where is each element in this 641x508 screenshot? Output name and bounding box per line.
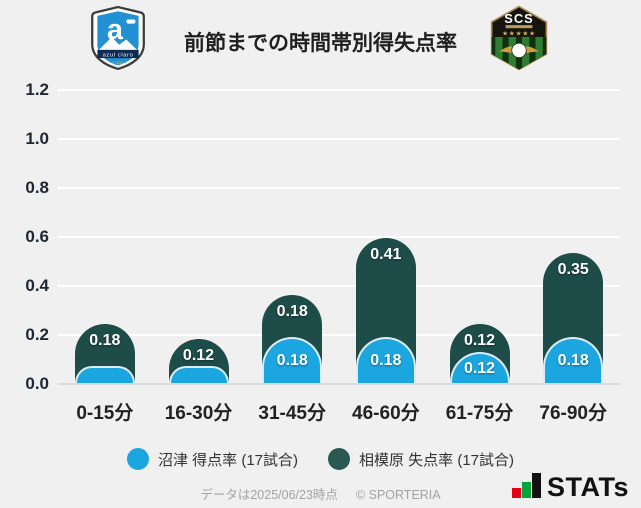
gridline-0.6 [58, 236, 620, 238]
score-rate-bar [168, 366, 229, 383]
numazu-crest-banner: azul claro [103, 52, 134, 58]
bar-column-31-45分: 0.18 0.18 [245, 89, 339, 383]
x-tick-label: 16-30分 [164, 403, 233, 424]
x-tick-label: 0-15分 [76, 403, 134, 424]
concede-rate-value: 0.41 [370, 246, 402, 263]
x-tick-label: 31-45分 [258, 403, 326, 424]
y-tick-label: 1.2 [25, 80, 49, 99]
chart-legend: 沼津 得点率 (17試合) 相模原 失点率 (17試合) [0, 448, 641, 470]
numazu-club-crest-icon: a azul claro 1990 [85, 5, 151, 71]
x-tick-label: 61-75分 [445, 403, 514, 424]
chart-title: 前節までの時間帯別得失点率 [184, 32, 457, 55]
y-tick-label: 0.2 [25, 325, 49, 344]
score-rate-bar: 0.18 [262, 337, 323, 383]
concede-rate-value: 0.12 [463, 332, 496, 349]
score-rate-bar [74, 366, 135, 383]
stats-barchart-icon [512, 473, 541, 499]
score-rate-value: 0.12 [463, 359, 496, 377]
legend-label: 相模原 失点率 (17試合) [359, 451, 515, 469]
plot-area: 1.2 1.0 0.8 0.6 0.4 0.2 0.0 0.18 0.12 0.18 0.18 0.4… [25, 80, 620, 393]
legend-label: 沼津 得点率 (17試合) [157, 451, 298, 469]
x-axis-labels: 0-15分 16-30分 31-45分 46-60分 61-75分 76-90分 [58, 398, 620, 425]
legend-item-sagamihara: 相模原 失点率 (17試合) [328, 448, 514, 470]
bar-column-0-15分: 0.18 [58, 89, 152, 383]
scs-crest-abbr: SCS [504, 11, 534, 26]
stats-logo: STATs [512, 472, 629, 503]
stats-brand-text: STATs [547, 472, 629, 503]
data-date-note: データは2025/06/23時点 [200, 488, 338, 502]
score-rate-value: 0.18 [557, 352, 589, 369]
numazu-crest-year: 1990 [112, 61, 124, 67]
score-rate-value: 0.18 [276, 352, 308, 369]
bar-column-76-90分: 0.35 0.18 [526, 89, 620, 383]
gridline-0.4 [58, 285, 620, 287]
gridline-1.2 [58, 89, 620, 91]
gridline-0.0 [58, 383, 620, 385]
copyright-text: © SPORTERIA [355, 488, 441, 502]
y-tick-label: 0.8 [25, 178, 49, 197]
gridline-0.8 [58, 187, 620, 189]
y-tick-label: 0.6 [25, 227, 49, 246]
x-tick-label: 46-60分 [352, 403, 420, 424]
concede-rate-value: 0.18 [89, 332, 121, 349]
legend-dot-icon [328, 448, 350, 470]
score-rate-bar: 0.18 [355, 337, 416, 383]
y-tick-label: 0.4 [25, 276, 49, 295]
legend-item-numazu: 沼津 得点率 (17試合) [126, 448, 298, 470]
gridline-0.2 [58, 334, 620, 336]
sagamihara-club-crest-icon: SCS ★★★★★ [486, 5, 552, 71]
y-tick-label: 1.0 [25, 129, 49, 148]
y-tick-label: 0.0 [25, 374, 49, 393]
bar-column-46-60分: 0.41 0.18 [339, 89, 433, 383]
score-rate-bar: 0.18 [543, 337, 604, 383]
concede-rate-value: 0.35 [557, 261, 589, 278]
gridline-1.0 [58, 138, 620, 140]
legend-dot-icon [126, 448, 149, 470]
bar-column-61-75分: 0.12 0.12 [433, 89, 527, 383]
bar-series: 0.18 0.12 0.18 0.18 0.41 0.18 0.12 0.12 0.35 0.18 [58, 89, 620, 383]
score-rate-value: 0.18 [370, 352, 402, 369]
concede-rate-value: 0.12 [182, 347, 215, 364]
data-footnote: データは2025/06/23時点 © SPORTERIA [0, 484, 641, 503]
concede-rate-value: 0.18 [276, 303, 308, 320]
bar-column-16-30分: 0.12 [152, 89, 246, 383]
scs-crest-stars: ★★★★★ [502, 30, 536, 37]
x-tick-label: 76-90分 [539, 403, 607, 424]
